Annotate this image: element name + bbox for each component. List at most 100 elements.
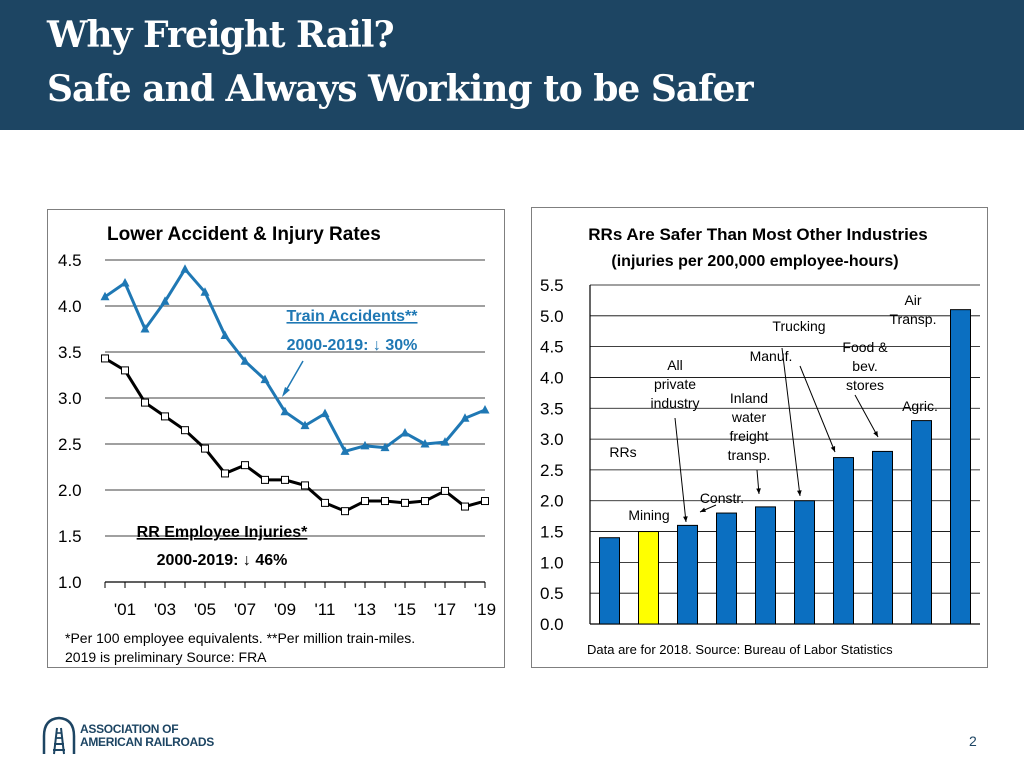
employee-injuries-point (481, 497, 489, 506)
train-accidents-point (180, 264, 190, 273)
train-accidents-point (380, 442, 390, 452)
y-tick-label: 3.5 (58, 343, 82, 362)
bar-label: Agric. (902, 398, 938, 414)
train-accidents-point (480, 404, 490, 414)
train-accidents-point (400, 427, 410, 437)
train-accidents-point (420, 439, 430, 448)
bar-label: All (667, 357, 683, 373)
y-tick-label: 4.0 (58, 297, 82, 316)
bar-label-arrowhead (873, 431, 878, 437)
y-tick-label: 5.5 (540, 276, 564, 295)
bar-label: industry (650, 395, 699, 411)
x-tick-label: '07 (234, 600, 256, 619)
left-footnote-1: *Per 100 employee equivalents. **Per mil… (65, 630, 415, 646)
bar (755, 506, 776, 625)
employee-injuries-point (201, 444, 209, 453)
train-accidents-point (320, 408, 330, 418)
bar-label-pointer (854, 394, 879, 438)
employee-injuries-point (221, 469, 229, 478)
employee-injuries-point (281, 475, 289, 484)
employee-injuries-point (381, 497, 389, 506)
bar-label: water (731, 409, 767, 425)
employee-injuries-point (461, 502, 469, 511)
bar-label-arrowhead (756, 488, 761, 494)
train-accidents-change: 2000-2019: ↓ 30% (287, 337, 418, 354)
bar-label-arrowhead (700, 507, 706, 512)
train-accidents-point (280, 406, 290, 416)
x-tick-label: '05 (194, 600, 216, 619)
bar-label: Mining (628, 507, 669, 523)
train-accidents-point (300, 420, 310, 430)
bar-label: Manuf. (750, 348, 793, 364)
train-accidents-point (460, 413, 470, 422)
bar (599, 537, 620, 625)
bar-label: stores (846, 377, 884, 393)
train-accidents-point (260, 374, 270, 384)
train-accidents-point (220, 330, 230, 339)
left-footnote-2: 2019 is preliminary Source: FRA (65, 649, 267, 665)
x-tick-label: '01 (114, 600, 136, 619)
bar-label: Constr. (700, 490, 744, 506)
y-tick-label: 4.0 (540, 368, 564, 387)
y-tick-label: 3.0 (58, 389, 82, 408)
employee-injuries-point (401, 498, 409, 507)
bar-label: private (654, 376, 696, 392)
employee-injuries-point (321, 498, 329, 507)
y-tick-label: 1.5 (540, 523, 564, 542)
employee-injuries-point (301, 481, 309, 490)
employee-injuries-point (261, 475, 269, 484)
y-tick-label: 5.0 (540, 307, 564, 326)
y-tick-label: 2.5 (540, 461, 564, 480)
y-tick-label: 1.0 (540, 553, 564, 572)
train-accidents-point (440, 437, 450, 446)
y-tick-label: 0.0 (540, 615, 564, 634)
y-tick-label: 2.0 (58, 481, 82, 500)
y-tick-label: 0.5 (540, 584, 564, 603)
slide-subtitle: Safe and Always Working to be Safer (47, 68, 754, 110)
employee-injuries-point (121, 366, 129, 375)
employee-injuries-change: 2000-2019: ↓ 46% (157, 552, 288, 569)
train-accidents-point (360, 440, 370, 450)
bar-label: Trucking (772, 318, 825, 334)
left-chart-title: Lower Accident & Injury Rates (107, 224, 381, 245)
x-tick-label: '09 (274, 600, 296, 619)
bar-label: Food & (842, 339, 888, 355)
aar-logo: ASSOCIATION OF AMERICAN RAILROADS (40, 714, 220, 758)
bar (794, 500, 815, 625)
rail-tunnel-icon (42, 716, 76, 755)
right-chart-subtitle: (injuries per 200,000 employee-hours) (611, 253, 898, 270)
employee-injuries-point (441, 486, 449, 495)
y-tick-label: 2.5 (58, 435, 82, 454)
y-tick-label: 4.5 (540, 338, 564, 357)
train-accidents-line (104, 267, 486, 453)
bar-label-pointer (799, 365, 836, 453)
logo-text-line1: ASSOCIATION OF (80, 722, 179, 736)
x-tick-label: '19 (474, 600, 496, 619)
employee-injuries-label: RR Employee Injuries* (137, 524, 308, 541)
bar-label-pointer (674, 417, 687, 523)
bar-label: Air (904, 292, 921, 308)
train-accidents-point (140, 324, 150, 333)
y-tick-label: 2.0 (540, 492, 564, 511)
bar-label: RRs (609, 444, 636, 460)
bar (911, 420, 932, 625)
y-tick-label: 3.5 (540, 399, 564, 418)
train-accidents-point (120, 278, 130, 287)
slide-title: Why Freight Rail? (47, 14, 395, 56)
y-tick-label: 3.0 (540, 430, 564, 449)
employee-injuries-point (181, 426, 189, 435)
employee-injuries-point (341, 507, 349, 516)
train-accidents-point (340, 446, 350, 455)
title-banner: Why Freight Rail? Safe and Always Workin… (0, 0, 1024, 130)
x-tick-label: '17 (434, 600, 456, 619)
x-tick-label: '11 (315, 600, 336, 619)
bar-label-arrowhead (797, 490, 802, 496)
y-tick-label: 4.5 (58, 251, 82, 270)
x-tick-label: '13 (354, 600, 376, 619)
right-footnote: Data are for 2018. Source: Bureau of Lab… (587, 642, 893, 657)
employee-injuries-point (141, 398, 149, 407)
logo-text-line2: AMERICAN RAILROADS (80, 735, 214, 749)
bar-label: Inland (730, 390, 768, 406)
bar (950, 309, 971, 625)
